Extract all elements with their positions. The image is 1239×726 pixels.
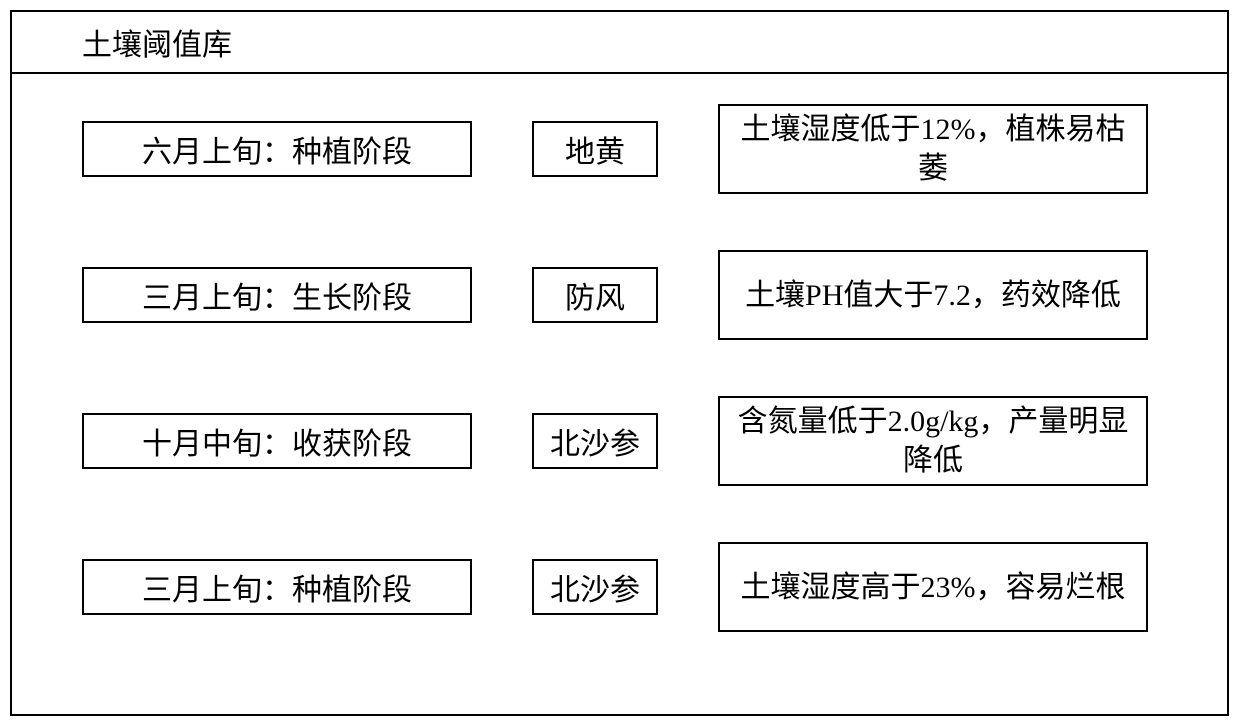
phase-cell: 三月上旬：种植阶段 (82, 559, 472, 615)
phase-cell: 六月上旬：种植阶段 (82, 121, 472, 177)
threshold-cell: 含氮量低于2.0g/kg，产量明显降低 (718, 396, 1148, 486)
threshold-cell: 土壤PH值大于7.2，药效降低 (718, 250, 1148, 340)
threshold-cell: 土壤湿度高于23%，容易烂根 (718, 542, 1148, 632)
plant-cell: 防风 (532, 267, 658, 323)
library-title: 土壤阈值库 (12, 12, 1227, 74)
threshold-row: 三月上旬：种植阶段 北沙参 土壤湿度高于23%，容易烂根 (82, 542, 1157, 632)
threshold-cell: 土壤湿度低于12%，植株易枯萎 (718, 104, 1148, 194)
threshold-row: 六月上旬：种植阶段 地黄 土壤湿度低于12%，植株易枯萎 (82, 104, 1157, 194)
phase-cell: 三月上旬：生长阶段 (82, 267, 472, 323)
plant-cell: 北沙参 (532, 413, 658, 469)
rows-area: 六月上旬：种植阶段 地黄 土壤湿度低于12%，植株易枯萎 三月上旬：生长阶段 防… (12, 74, 1227, 652)
plant-cell: 北沙参 (532, 559, 658, 615)
threshold-row: 十月中旬：收获阶段 北沙参 含氮量低于2.0g/kg，产量明显降低 (82, 396, 1157, 486)
plant-cell: 地黄 (532, 121, 658, 177)
threshold-row: 三月上旬：生长阶段 防风 土壤PH值大于7.2，药效降低 (82, 250, 1157, 340)
phase-cell: 十月中旬：收获阶段 (82, 413, 472, 469)
threshold-library-container: 土壤阈值库 六月上旬：种植阶段 地黄 土壤湿度低于12%，植株易枯萎 三月上旬：… (10, 10, 1229, 716)
